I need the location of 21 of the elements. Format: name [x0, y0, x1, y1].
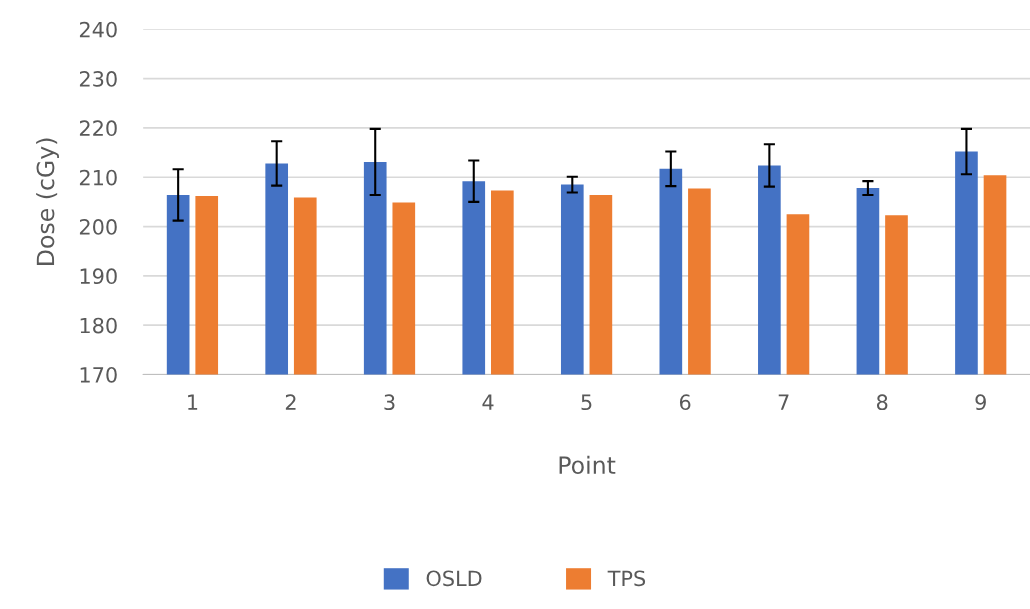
y-tick-label: 240 [79, 21, 117, 38]
y-tick-label: 210 [79, 169, 117, 186]
y-tick-label: 170 [80, 366, 117, 383]
legend-label: OSLD [426, 570, 482, 587]
x-tick-label: 1 [188, 394, 198, 410]
y-tick-label: 190 [80, 268, 117, 285]
x-tick-label: 2 [285, 394, 296, 410]
y-tick-label: 220 [79, 120, 117, 137]
x-tick-label: 3 [384, 394, 395, 411]
x-tick-label: 7 [778, 394, 789, 410]
x-tick-label: 5 [581, 394, 592, 411]
y-tick-label: 180 [80, 317, 117, 334]
legend-label: TPS [607, 570, 646, 587]
x-tick-label: 8 [876, 394, 888, 411]
y-tick-label: 200 [79, 219, 117, 235]
x-tick-label: 9 [975, 394, 986, 411]
x-tick-label: 6 [679, 394, 691, 411]
y-tick-label: 230 [79, 71, 117, 87]
x-tick-label: 4 [482, 394, 494, 410]
y-axis-title: Dose (cGy) [36, 138, 59, 265]
x-axis-title: Point [559, 455, 616, 475]
